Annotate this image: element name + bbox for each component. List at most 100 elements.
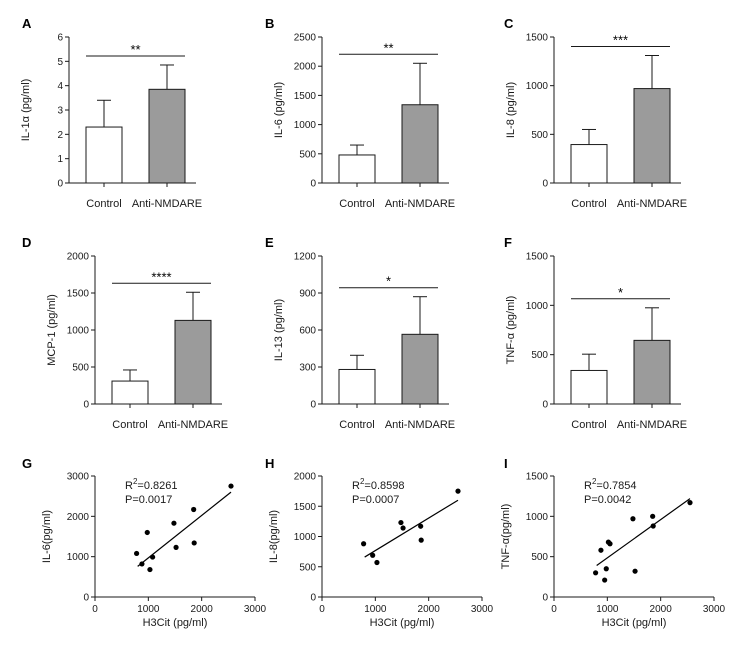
regression-line — [364, 499, 459, 558]
y-tick-label: 500 — [531, 130, 548, 141]
y-axis-title: IL-6 (pg/ml) — [273, 82, 285, 138]
y-tick-label: 1500 — [526, 33, 549, 44]
x-tick-label: 3000 — [703, 604, 726, 615]
y-tick-label: 1000 — [526, 512, 549, 523]
x-tick-label: 2000 — [650, 604, 673, 615]
panel-f: F 0 500 1000 1500 TNF-α (pg/ml) Control Anti-NM… — [504, 235, 687, 431]
bar-control — [338, 154, 376, 184]
y-tick-label: 900 — [299, 289, 316, 300]
r-squared-value: =0.8261 — [137, 480, 177, 492]
r-squared-exponent: 2 — [360, 477, 365, 486]
y-axis-title: TNF-α (pg/ml) — [505, 296, 517, 365]
y-axis-title: IL-6(pg/ml) — [41, 510, 53, 563]
data-point — [370, 552, 376, 558]
y-tick-label: 3000 — [67, 472, 90, 483]
y-tick-label: 500 — [531, 350, 548, 361]
y-tick-label: 500 — [531, 552, 548, 563]
y-tick-label: 500 — [299, 562, 316, 573]
significance-stars: * — [386, 274, 391, 289]
y-tick-label: 1000 — [294, 532, 317, 543]
data-point — [598, 547, 604, 553]
x-axis-title: H3Cit (pg/ml) — [370, 617, 435, 629]
data-point — [632, 568, 638, 574]
y-tick-label: 1000 — [67, 552, 90, 563]
category-label: Anti-NMDARE — [132, 198, 202, 210]
category-label: Anti-NMDARE — [617, 419, 687, 431]
bar-anti-nmdare — [633, 339, 671, 405]
panel-d: D 0 500 1000 1500 2000 MCP-1 (pg/ml) Control Ant… — [22, 235, 228, 431]
p-value-label: P=0.0017 — [125, 494, 172, 506]
bar-anti-nmdare — [401, 333, 439, 405]
y-tick-label: 3 — [57, 106, 63, 117]
panel-b: B 0 500 1000 1500 2000 2500 IL-6 (pg/ml) Control… — [265, 16, 455, 210]
x-tick-label: 3000 — [471, 604, 494, 615]
data-point — [191, 506, 197, 513]
bar-control — [338, 368, 376, 405]
r-squared-exponent: 2 — [592, 477, 597, 486]
y-tick-label: 0 — [83, 593, 89, 604]
data-point — [602, 577, 608, 583]
significance-stars: * — [618, 285, 623, 300]
r-squared-label: R2=0.7854 — [584, 477, 636, 492]
category-label: Anti-NMDARE — [385, 198, 455, 210]
panel-label: E — [265, 235, 274, 250]
r-squared-symbol: R — [125, 480, 133, 492]
data-point — [361, 541, 367, 547]
data-point — [191, 540, 197, 546]
significance-stars: ** — [383, 40, 393, 55]
regression-line — [596, 498, 691, 567]
p-value-label: P=0.0042 — [584, 494, 631, 506]
category-label: Control — [112, 419, 147, 431]
x-tick-label: 0 — [551, 604, 557, 615]
data-point — [650, 513, 656, 519]
y-axis-title: IL-8(pg/ml) — [268, 510, 280, 563]
y-tick-label: 2000 — [67, 512, 90, 523]
y-tick-label: 0 — [310, 400, 316, 411]
significance-stars: **** — [151, 269, 171, 284]
y-tick-label: 1500 — [67, 289, 90, 300]
regression-line — [137, 491, 232, 567]
y-axis-title: TNF-α(pg/ml) — [500, 504, 512, 570]
panel-i: I 0 500 1000 1500 TNF-α(pg/ml) 0 1000 2000 3000 H3… — [500, 456, 726, 629]
y-axis-title: IL-13 (pg/ml) — [273, 299, 285, 361]
bar-control — [570, 369, 608, 405]
y-tick-label: 1500 — [294, 91, 317, 102]
y-tick-label: 500 — [299, 149, 316, 160]
data-point — [374, 559, 380, 566]
panel-a: A 0 1 2 3 4 5 6 IL-1α (pg/ml) Control Anti-NMDARE *… — [20, 16, 202, 210]
y-tick-label: 0 — [310, 179, 316, 190]
data-point — [400, 525, 406, 531]
p-value-label: P=0.0007 — [352, 494, 399, 506]
data-point — [687, 500, 693, 506]
category-label: Control — [571, 198, 606, 210]
y-tick-label: 1000 — [526, 81, 549, 92]
category-label: Control — [339, 198, 374, 210]
bar-anti-nmdare — [633, 88, 671, 184]
panel-c: C 0 500 1000 1500 IL-8 (pg/ml) Control Anti-NMD… — [504, 16, 687, 210]
y-tick-label: 1000 — [67, 326, 90, 337]
x-axis-title: H3Cit (pg/ml) — [143, 617, 208, 629]
y-tick-label: 2500 — [294, 33, 317, 44]
panel-label: D — [22, 235, 31, 250]
y-tick-label: 0 — [83, 400, 89, 411]
y-tick-label: 0 — [542, 400, 548, 411]
x-tick-label: 2000 — [191, 604, 214, 615]
r-squared-label: R2=0.8598 — [352, 477, 404, 492]
y-tick-label: 0 — [542, 593, 548, 604]
y-tick-label: 1000 — [294, 120, 317, 131]
panel-label: G — [22, 456, 32, 471]
data-point — [607, 541, 613, 547]
r-squared-value: =0.8598 — [364, 480, 404, 492]
r-squared-symbol: R — [584, 480, 592, 492]
y-tick-label: 300 — [299, 363, 316, 374]
y-axis-title: IL-1α (pg/ml) — [20, 79, 32, 142]
y-tick-label: 2000 — [294, 472, 317, 483]
y-tick-label: 2000 — [67, 252, 90, 263]
panel-label: A — [22, 16, 32, 31]
panel-label: I — [504, 456, 508, 471]
category-label: Anti-NMDARE — [385, 419, 455, 431]
y-tick-label: 0 — [310, 593, 316, 604]
bar-control — [85, 126, 123, 184]
bar-anti-nmdare — [174, 319, 212, 405]
